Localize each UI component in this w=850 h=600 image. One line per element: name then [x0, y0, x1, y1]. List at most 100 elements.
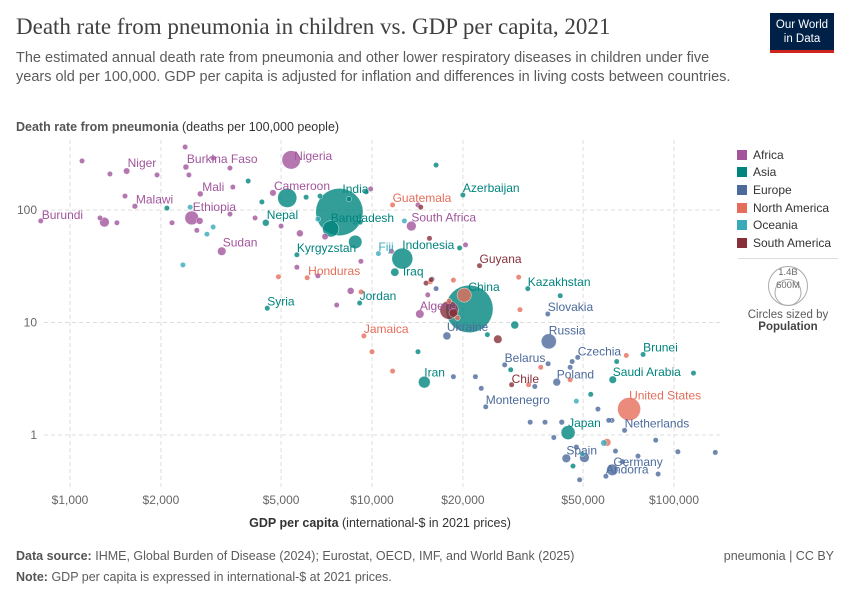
point-south-africa[interactable] [406, 220, 417, 232]
point-algeria[interactable] [415, 309, 425, 319]
point[interactable] [314, 272, 321, 279]
point[interactable] [348, 234, 363, 249]
point-montenegro[interactable] [482, 403, 489, 410]
point[interactable] [367, 186, 374, 192]
point[interactable] [417, 204, 424, 211]
point[interactable] [275, 273, 282, 280]
point-bangladesh[interactable] [322, 220, 340, 238]
point[interactable] [415, 348, 421, 355]
point[interactable] [186, 172, 192, 178]
owid-logo[interactable]: Our World in Data [770, 13, 834, 53]
point[interactable] [182, 144, 188, 150]
point[interactable] [428, 276, 435, 283]
point-nepal[interactable] [262, 219, 270, 227]
legend-item-north-america[interactable]: North America [737, 199, 831, 217]
point[interactable] [462, 241, 469, 248]
point[interactable] [472, 373, 479, 380]
point-united-states[interactable] [617, 397, 641, 421]
point[interactable] [333, 302, 340, 308]
point[interactable] [245, 178, 252, 184]
point[interactable] [576, 476, 583, 483]
point[interactable] [423, 280, 429, 286]
legend-item-south-america[interactable]: South America [737, 234, 831, 252]
point[interactable] [446, 298, 452, 304]
point-jordan[interactable] [356, 300, 363, 306]
license[interactable]: pneumonia | CC BY [723, 549, 834, 563]
point[interactable] [537, 364, 544, 371]
point[interactable] [229, 184, 236, 190]
point-guatemala[interactable] [389, 202, 396, 208]
point[interactable] [259, 199, 265, 205]
point[interactable] [426, 235, 433, 242]
point[interactable] [358, 289, 364, 295]
point[interactable] [569, 358, 576, 365]
point[interactable] [573, 444, 580, 451]
point-burkina-faso[interactable] [182, 163, 190, 171]
point[interactable] [712, 449, 719, 456]
point[interactable] [652, 437, 659, 444]
point[interactable] [531, 383, 538, 390]
point[interactable] [525, 381, 532, 388]
point-mali[interactable] [197, 190, 204, 198]
point[interactable] [454, 314, 461, 321]
point-kyrgyzstan[interactable] [293, 251, 300, 258]
point[interactable] [517, 306, 523, 313]
point[interactable] [345, 196, 352, 202]
point[interactable] [635, 453, 641, 459]
point[interactable] [180, 262, 186, 268]
point[interactable] [612, 448, 619, 454]
point-spain[interactable] [561, 453, 571, 463]
point[interactable] [204, 231, 210, 238]
point-russia[interactable] [541, 333, 557, 350]
point[interactable] [605, 417, 612, 424]
point-chile[interactable] [508, 381, 515, 388]
point-cameroon[interactable] [269, 189, 277, 197]
point[interactable] [573, 398, 580, 405]
point-iran[interactable] [418, 376, 431, 389]
point[interactable] [542, 419, 548, 426]
point[interactable] [401, 218, 408, 224]
point[interactable] [358, 258, 364, 265]
point-indonesia[interactable] [391, 247, 413, 270]
point-jamaica[interactable] [360, 333, 367, 339]
point-nigeria[interactable] [281, 150, 301, 170]
point-azerbaijan[interactable] [460, 192, 466, 198]
point[interactable] [558, 419, 565, 426]
point-poland[interactable] [552, 378, 561, 387]
point[interactable] [114, 219, 120, 226]
point[interactable] [210, 155, 217, 161]
point[interactable] [567, 364, 574, 371]
point[interactable] [389, 368, 396, 374]
point[interactable] [107, 171, 113, 177]
legend-item-asia[interactable]: Asia [737, 164, 831, 182]
point-saudi-arabia[interactable] [608, 375, 617, 384]
point[interactable] [433, 285, 439, 292]
point-niger[interactable] [123, 167, 131, 175]
point[interactable] [619, 458, 626, 465]
point[interactable] [369, 348, 375, 355]
point[interactable] [613, 358, 620, 365]
legend-item-africa[interactable]: Africa [737, 146, 831, 164]
point[interactable] [296, 229, 304, 238]
point[interactable] [357, 219, 364, 226]
point-burundi[interactable] [37, 218, 44, 224]
point[interactable] [655, 471, 662, 477]
point[interactable] [600, 439, 608, 447]
point[interactable] [314, 216, 321, 223]
point[interactable] [674, 448, 681, 455]
point[interactable] [478, 385, 485, 392]
point-fiji[interactable] [375, 250, 382, 257]
point[interactable] [424, 291, 431, 298]
point[interactable] [303, 194, 309, 201]
point-andorra[interactable] [603, 473, 609, 480]
point[interactable] [317, 193, 323, 199]
point[interactable] [227, 211, 233, 217]
point-czechia[interactable] [574, 354, 581, 361]
point[interactable] [690, 370, 697, 376]
point[interactable] [193, 227, 200, 234]
point[interactable] [623, 352, 630, 359]
point[interactable] [595, 406, 601, 412]
point[interactable] [278, 223, 284, 229]
point[interactable] [456, 245, 463, 251]
point-netherlands[interactable] [621, 427, 628, 434]
